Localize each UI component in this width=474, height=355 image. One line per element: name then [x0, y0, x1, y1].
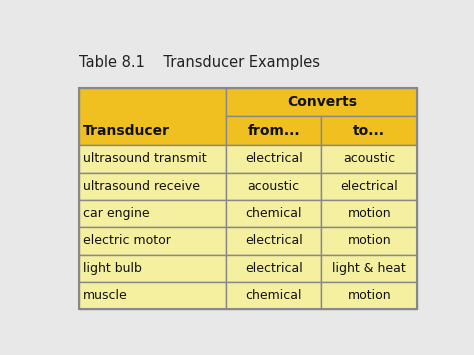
Text: car engine: car engine	[83, 207, 150, 220]
Bar	[321, 200, 418, 227]
Bar	[80, 255, 227, 282]
Text: Table 8.1    Transducer Examples: Table 8.1 Transducer Examples	[80, 55, 320, 70]
Text: electrical: electrical	[245, 234, 303, 247]
Text: from...: from...	[247, 124, 300, 138]
Bar	[80, 145, 227, 173]
Bar	[227, 145, 321, 173]
Text: motion: motion	[347, 289, 391, 302]
Text: ultrasound receive: ultrasound receive	[83, 180, 200, 193]
Bar	[321, 255, 418, 282]
Text: chemical: chemical	[246, 207, 302, 220]
Text: electric motor: electric motor	[83, 234, 171, 247]
Bar	[80, 173, 227, 200]
Bar	[227, 116, 321, 145]
Bar	[227, 173, 321, 200]
Bar	[321, 227, 418, 255]
Text: to...: to...	[353, 124, 385, 138]
Text: electrical: electrical	[245, 262, 303, 275]
Text: acoustic: acoustic	[343, 152, 395, 165]
Bar	[227, 88, 418, 116]
Text: ultrasound transmit: ultrasound transmit	[83, 152, 207, 165]
Text: motion: motion	[347, 207, 391, 220]
Bar	[80, 227, 227, 255]
Bar	[80, 88, 227, 145]
Text: muscle: muscle	[83, 289, 128, 302]
Bar	[227, 282, 321, 309]
Text: motion: motion	[347, 234, 391, 247]
Bar	[321, 116, 418, 145]
Bar	[321, 145, 418, 173]
Text: Transducer: Transducer	[83, 124, 170, 138]
Bar	[80, 200, 227, 227]
Bar	[227, 227, 321, 255]
Bar	[227, 255, 321, 282]
Text: electrical: electrical	[340, 180, 398, 193]
Text: acoustic: acoustic	[248, 180, 300, 193]
Text: light bulb: light bulb	[83, 262, 142, 275]
Bar	[227, 200, 321, 227]
Text: Converts: Converts	[287, 95, 357, 109]
Bar	[321, 282, 418, 309]
Text: electrical: electrical	[245, 152, 303, 165]
Bar	[80, 282, 227, 309]
Bar	[321, 173, 418, 200]
Bar	[80, 88, 418, 309]
Text: chemical: chemical	[246, 289, 302, 302]
Text: light & heat: light & heat	[332, 262, 406, 275]
